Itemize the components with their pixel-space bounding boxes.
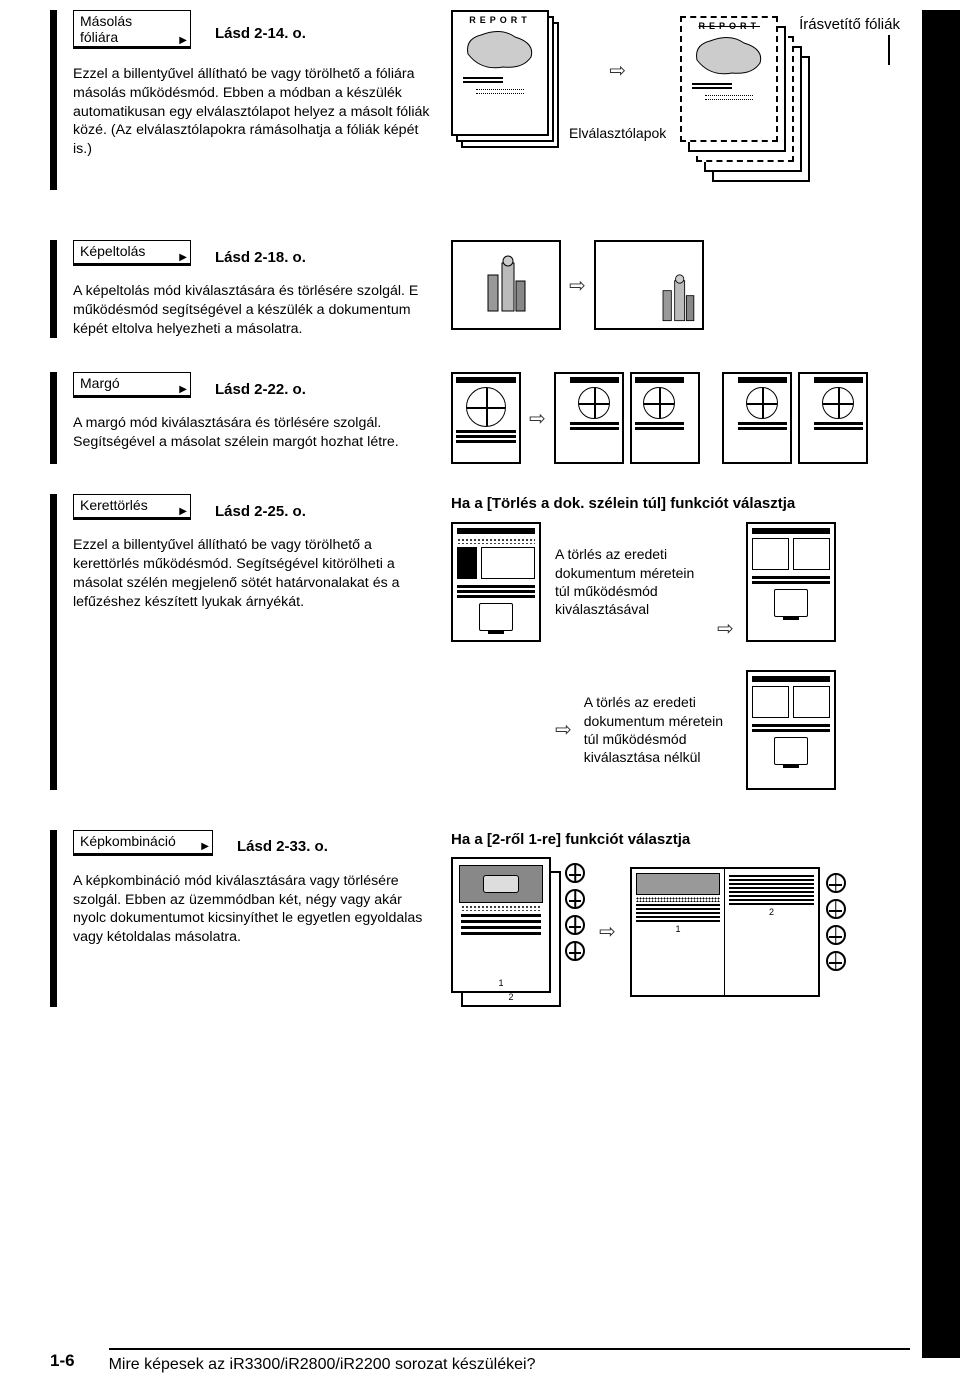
arrow-icon: ⇨: [555, 717, 572, 743]
globe-pair-1: [554, 372, 700, 464]
key-kepeltolas: Képeltolás ▶: [73, 240, 191, 266]
city-icon: [658, 274, 698, 324]
report-stack-left: REPORT: [451, 10, 561, 150]
page-ref: Lásd 2-22. o.: [215, 381, 306, 398]
dropdown-icon: ▶: [179, 384, 187, 396]
section-imagecombine: Képkombináció ▶ Lásd 2-33. o. A képkombi…: [50, 830, 920, 1008]
description: A képkombináció mód kiválasztására vagy …: [73, 872, 433, 947]
side-tab: [922, 10, 960, 1358]
merc-icons: [826, 873, 846, 971]
graphics: ⇨: [451, 240, 920, 330]
combined-result-icon: 1 2: [630, 867, 820, 997]
dropdown-icon: ▶: [179, 506, 187, 518]
original-doc-icon: [451, 522, 541, 642]
arrow-icon: ⇨: [609, 58, 626, 83]
frameerase-right: Ha a [Törlés a dok. szélein túl] funkció…: [451, 494, 920, 790]
city-icon: [482, 255, 530, 315]
key-line1: Másolás: [80, 13, 184, 29]
key-kerettorles: Kerettörlés ▶: [73, 494, 191, 520]
section-transparency: Másolás fóliára ▶ Lásd 2-14. o. Ezzel a …: [50, 10, 920, 190]
result1-icon: [746, 522, 836, 642]
arrow-icon: ⇨: [599, 919, 616, 945]
key-line2: fóliára: [80, 29, 184, 45]
callout-line: [888, 35, 890, 65]
result2-icon: [746, 670, 836, 790]
dropdown-icon: ▶: [179, 252, 187, 264]
section-margin: Margó ▶ Lásd 2-22. o. A margó mód kivála…: [50, 372, 920, 464]
subhead: Ha a [2-ről 1-re] funkciót választja: [451, 830, 920, 850]
merc-icons: [565, 863, 585, 961]
page-ref: Lásd 2-33. o.: [237, 838, 328, 855]
two-originals-icon: 2 1: [451, 857, 561, 1007]
globe-pair-2: [722, 372, 868, 464]
opt2-text: A törlés az eredeti dokumentum méretein …: [584, 693, 734, 766]
arrow-icon: ⇨: [529, 406, 546, 431]
dropdown-icon: ▶: [179, 35, 187, 47]
separator-label: Elválasztólapok: [569, 125, 666, 141]
section-imageshift: Képeltolás ▶ Lásd 2-18. o. A képeltolás …: [50, 240, 920, 338]
footer-text: Mire képesek az iR3300/iR2800/iR2200 sor…: [109, 1348, 910, 1374]
description: A margó mód kiválasztására és törlésére …: [73, 414, 433, 451]
graphics: ⇨: [451, 372, 920, 464]
key-masolasfoliara: Másolás fóliára ▶: [73, 10, 191, 49]
report-stack-right: REPORT: [674, 10, 824, 190]
map-icon: [463, 29, 537, 71]
map-icon: [692, 35, 766, 77]
description: A képeltolás mód kiválasztására és törlé…: [73, 282, 433, 338]
globe-doc: [451, 372, 521, 464]
page-ref: Lásd 2-25. o.: [215, 503, 306, 520]
graphics: REPORT ⇨ Elválasztólapok REPORT: [451, 10, 920, 190]
page-ref: Lásd 2-18. o.: [215, 249, 306, 266]
subhead: Ha a [Törlés a dok. szélein túl] funkció…: [451, 494, 920, 514]
city-frame-shifted: [594, 240, 704, 330]
page-ref: Lásd 2-14. o.: [215, 25, 306, 42]
key-margo: Margó ▶: [73, 372, 191, 398]
description: Ezzel a billentyűvel állítható be vagy t…: [73, 65, 433, 159]
page-footer: 1-6 Mire képesek az iR3300/iR2800/iR2200…: [0, 1348, 960, 1374]
arrow-icon: ⇨: [569, 273, 586, 298]
key-kepkombinacio: Képkombináció ▶: [73, 830, 213, 856]
description: Ezzel a billentyűvel állítható be vagy t…: [73, 536, 433, 611]
opt1-text: A törlés az eredeti dokumentum méretein …: [555, 545, 705, 618]
arrow-icon: ⇨: [717, 616, 734, 642]
city-frame: [451, 240, 561, 330]
page-number: 1-6: [50, 1351, 75, 1371]
dropdown-icon: ▶: [201, 841, 209, 853]
combine-right: Ha a [2-ről 1-re] funkciót választja 2: [451, 830, 920, 1008]
section-frameerase: Kerettörlés ▶ Lásd 2-25. o. Ezzel a bill…: [50, 494, 920, 790]
manual-page: Írásvetítő fóliák Másolás fóliára ▶ Lásd…: [0, 10, 960, 1398]
